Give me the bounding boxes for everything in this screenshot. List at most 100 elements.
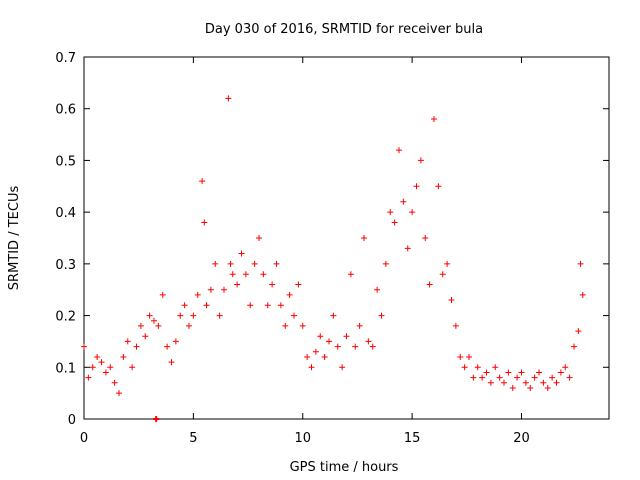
data-point [159,291,166,298]
data-point [391,219,398,226]
x-tick-label: 20 [513,431,530,446]
data-point [190,312,197,319]
data-point [431,116,437,123]
data-point [461,364,468,371]
data-point [107,364,114,371]
data-point [470,374,477,381]
data-point [225,95,232,102]
y-tick-label: 0.2 [55,310,76,325]
data-point [227,260,234,267]
data-point [277,302,284,309]
data-point [374,286,381,293]
data-point [242,271,249,278]
x-axis: 0 5 10 15 20 [80,57,530,446]
data-point [308,364,315,371]
data-point [133,343,140,350]
data-point [457,353,464,360]
data-point [256,235,262,241]
data-point [531,374,538,381]
data-point [273,260,280,267]
data-point [234,281,241,288]
data-point [238,250,245,257]
data-point [487,379,494,386]
data-point [264,302,271,309]
y-axis: 0 0.1 0.2 0.3 0.4 0.5 0.6 0.7 [55,51,609,428]
data-point [553,379,560,386]
data-point [435,183,442,190]
plot-frame [83,56,610,420]
data-point [571,343,577,350]
data-point [251,260,258,267]
data-point [562,364,569,371]
data-point [142,333,149,340]
data-point [282,322,289,329]
y-tick-label: 0.7 [55,51,76,66]
data-point [120,353,127,360]
data-point [400,198,407,205]
data-point [378,312,385,319]
data-point [404,245,411,252]
data-point [291,312,297,319]
data-point [334,343,341,350]
data-point [146,312,153,319]
data-point [536,369,542,376]
data-point [339,364,346,371]
data-point [194,291,201,298]
data-point [479,374,486,381]
data-point [317,333,324,340]
x-tick-label: 5 [189,431,197,446]
data-point [474,364,481,371]
data-point [216,312,223,319]
data-point [501,379,507,386]
y-tick-label: 0 [68,413,76,428]
data-point [466,353,472,360]
x-axis-label: GPS time / hours [290,460,399,475]
x-tick-label: 0 [80,431,88,446]
data-point [409,209,416,216]
data-point [85,374,92,381]
data-point [492,364,499,371]
data-point [247,302,254,309]
data-point [505,369,512,376]
data-point [343,333,350,340]
data-point [181,302,188,309]
data-point [137,322,144,329]
data-point [579,291,586,298]
data-point [448,297,455,304]
data-point [557,369,564,376]
data-point [81,343,87,350]
data-point [155,322,162,329]
data-point [347,271,354,278]
data-point [496,374,503,381]
data-point [172,338,179,345]
data-point [207,286,214,293]
data-point [94,353,101,360]
data-point [396,147,402,154]
data-point [352,343,359,350]
data-point [361,235,367,241]
y-axis-label: SRMTID / TECUs [7,186,22,291]
data-point [98,359,105,366]
data-point [111,379,118,386]
data-point [483,369,490,376]
data-point [444,260,451,267]
data-point [168,359,175,366]
data-point [203,302,210,309]
data-point [522,379,529,386]
data-point [164,343,171,350]
data-point [518,369,525,376]
data-point [540,379,547,386]
data-point [124,338,131,345]
x-tick-label: 10 [294,431,311,446]
data-point [153,416,160,422]
data-point [312,348,319,355]
data-point [509,384,516,391]
data-point [382,260,389,267]
data-point [304,353,311,360]
data-point [549,374,556,381]
data-point [426,281,433,288]
data-point [201,219,208,226]
data-point [439,271,446,278]
data-point [199,178,206,185]
